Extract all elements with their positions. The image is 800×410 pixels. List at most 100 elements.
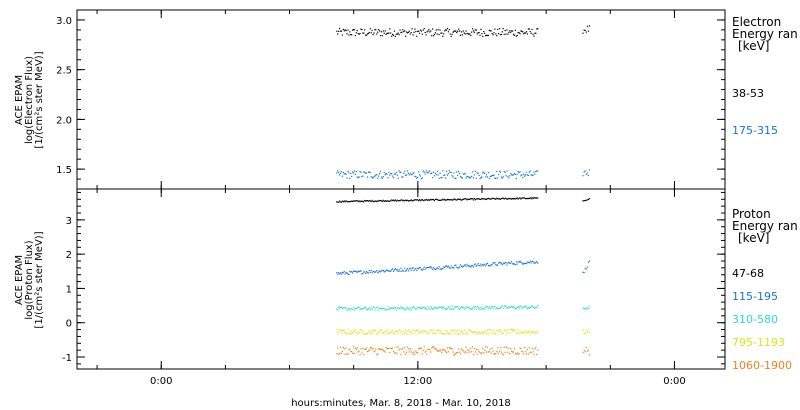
data-point (348, 332, 350, 334)
data-point (471, 198, 474, 200)
data-point (400, 306, 402, 308)
data-point (474, 351, 476, 353)
data-point (584, 170, 586, 172)
data-point (476, 264, 478, 266)
data-point (466, 263, 468, 265)
data-point (495, 33, 497, 35)
data-point (351, 175, 353, 177)
data-point (402, 29, 404, 31)
data-point (358, 200, 360, 202)
data-point (390, 331, 392, 333)
data-point (510, 262, 512, 265)
data-point (378, 200, 380, 202)
data-point (506, 198, 508, 200)
data-point (418, 30, 420, 32)
data-point (515, 197, 517, 200)
data-point (468, 306, 470, 308)
data-point (535, 346, 537, 349)
data-point (460, 31, 463, 33)
data-point (431, 268, 434, 271)
data-point (458, 28, 460, 30)
data-point (384, 174, 386, 176)
data-point (440, 306, 442, 308)
data-point (479, 177, 481, 180)
data-point (433, 332, 436, 335)
data-point (460, 330, 463, 332)
data-point (464, 264, 466, 266)
data-point (408, 332, 410, 334)
data-point (456, 329, 458, 332)
data-point (537, 330, 539, 332)
data-point (449, 199, 451, 201)
data-point (392, 350, 395, 352)
data-point (483, 332, 485, 334)
data-point (583, 308, 585, 310)
data-point (485, 34, 488, 37)
data-point (526, 332, 529, 334)
data-point (415, 267, 417, 270)
data-point (411, 174, 413, 176)
data-point (349, 307, 351, 310)
data-point (451, 33, 453, 36)
data-point (475, 333, 477, 335)
data-point (346, 200, 348, 203)
data-point (404, 267, 406, 269)
data-point (364, 199, 366, 202)
data-point (382, 332, 384, 334)
data-point (411, 307, 413, 309)
data-point (511, 174, 514, 176)
data-point (389, 174, 391, 176)
data-point (477, 307, 479, 309)
data-point (505, 305, 507, 307)
data-point (530, 32, 532, 34)
data-point (494, 177, 496, 179)
data-point (482, 172, 484, 174)
data-point (492, 307, 494, 309)
data-point (515, 353, 517, 355)
data-point (495, 264, 497, 266)
data-point (498, 307, 500, 310)
data-point (502, 28, 504, 30)
data-point (391, 269, 393, 271)
data-point (403, 270, 405, 272)
data-point (426, 31, 428, 33)
data-point (357, 270, 359, 272)
data-point (416, 352, 418, 354)
data-point (537, 349, 539, 351)
data-point (366, 333, 369, 335)
data-point (442, 349, 444, 351)
data-point (443, 266, 445, 268)
data-point (470, 308, 472, 310)
data-point (506, 333, 508, 335)
data-point (424, 31, 426, 34)
data-point (349, 348, 351, 350)
data-point (387, 329, 389, 331)
data-point (405, 329, 407, 331)
data-point (503, 263, 505, 265)
data-point (386, 173, 388, 175)
data-point (340, 30, 343, 32)
data-point (402, 176, 404, 178)
data-point (452, 266, 454, 268)
data-point (530, 352, 532, 354)
proton-ylabel-line-2: log(Proton Flux) (24, 240, 35, 319)
data-point (433, 175, 436, 177)
data-point (458, 172, 461, 175)
data-point (413, 269, 415, 271)
data-point (508, 261, 510, 263)
data-point (367, 171, 370, 173)
data-point (426, 171, 428, 173)
data-point (534, 262, 536, 264)
data-point (525, 330, 528, 332)
data-point (583, 29, 585, 31)
data-point (461, 177, 463, 179)
data-point (344, 201, 346, 203)
data-point (504, 197, 506, 199)
data-point (376, 269, 378, 272)
data-point (407, 270, 410, 272)
data-point (384, 270, 386, 273)
y-tick-label: 2.5 (56, 66, 72, 77)
data-point (448, 170, 450, 172)
data-point (370, 176, 372, 178)
data-point (506, 264, 508, 266)
